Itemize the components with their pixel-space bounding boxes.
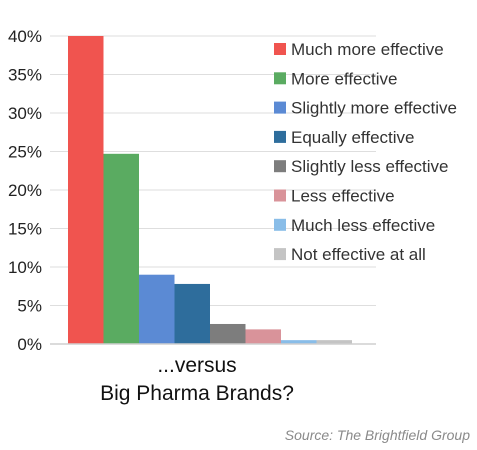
legend-item: Not effective at all xyxy=(274,245,426,264)
bar-much-less-effective xyxy=(281,340,317,344)
x-axis-label-line1: ...versus xyxy=(157,354,236,377)
legend-item: Much more effective xyxy=(274,40,444,59)
legend-item: Much less effective xyxy=(274,216,435,235)
legend-label: Much more effective xyxy=(291,40,444,59)
bar-not-effective-at-all xyxy=(316,340,352,344)
bar-slightly-less-effective xyxy=(210,323,246,344)
legend-label: Much less effective xyxy=(291,216,435,235)
y-tick-label: 15% xyxy=(8,220,42,239)
legend-label: Not effective at all xyxy=(291,245,426,264)
legend-swatch xyxy=(274,160,286,173)
y-tick-label: 30% xyxy=(8,104,42,123)
bar-more-effective xyxy=(103,153,139,344)
legend-swatch xyxy=(274,72,286,85)
legend-label: Less effective xyxy=(291,187,395,206)
bars xyxy=(68,36,352,344)
legend-item: Less effective xyxy=(274,187,395,206)
legend-label: Equally effective xyxy=(291,128,414,147)
bar-much-more-effective xyxy=(68,36,104,344)
legend-item: More effective xyxy=(274,69,397,88)
y-axis-ticks: 0% 5% 10% 15% 20% 25% 30% 35% 40% xyxy=(8,27,42,354)
legend-item: Slightly more effective xyxy=(274,99,457,118)
y-tick-label: 35% xyxy=(8,66,42,85)
y-tick-label: 0% xyxy=(17,335,42,354)
y-tick-label: 40% xyxy=(8,27,42,46)
source-note: Source: The Brightfield Group xyxy=(285,427,470,443)
legend-swatch xyxy=(274,43,286,55)
legend-label: More effective xyxy=(291,69,397,88)
x-axis-label-line2: Big Pharma Brands? xyxy=(100,382,294,405)
y-tick-label: 20% xyxy=(8,181,42,200)
legend: Much more effective More effective Slightl… xyxy=(274,40,457,264)
legend-item: Slightly less effective xyxy=(274,157,448,176)
legend-swatch xyxy=(274,248,286,261)
legend-item: Equally effective xyxy=(274,128,414,147)
y-tick-label: 10% xyxy=(8,258,42,277)
legend-swatch xyxy=(274,189,286,202)
bar-slightly-more-effective xyxy=(139,274,175,344)
y-tick-label: 25% xyxy=(8,143,42,162)
y-tick-label: 5% xyxy=(17,297,42,316)
legend-label: Slightly more effective xyxy=(291,99,457,118)
legend-swatch xyxy=(274,218,286,231)
bar-equally-effective xyxy=(174,283,210,344)
legend-swatch xyxy=(274,130,286,143)
bar-less-effective xyxy=(245,329,281,344)
legend-swatch xyxy=(274,101,286,114)
legend-label: Slightly less effective xyxy=(291,157,448,176)
